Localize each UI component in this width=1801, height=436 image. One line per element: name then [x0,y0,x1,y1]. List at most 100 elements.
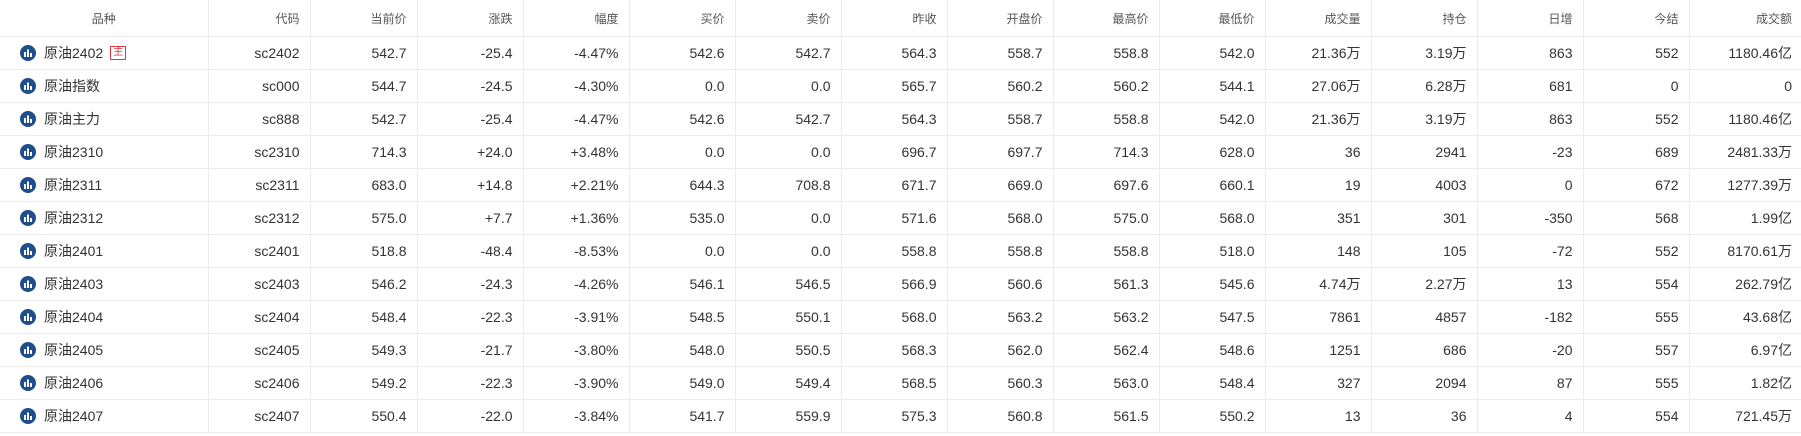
bar-chart-icon[interactable] [20,408,36,424]
cell-open-interest: 3.19万 [1371,36,1478,70]
cell-prev-close: 564.3 [841,36,948,70]
cell-daily-change: -72 [1477,234,1584,268]
bar-chart-icon[interactable] [20,276,36,292]
cell-code: sc000 [208,69,311,103]
header-change[interactable]: 涨跌 [417,0,524,37]
bar-chart-icon[interactable] [20,45,36,61]
cell-name[interactable]: 原油2311 [0,168,209,202]
cell-open: 563.2 [947,300,1054,334]
cell-name[interactable]: 原油2404 [0,300,209,334]
cell-low: 568.0 [1159,201,1266,235]
cell-low: 542.0 [1159,102,1266,136]
cell-low: 544.1 [1159,69,1266,103]
header-ask[interactable]: 卖价 [735,0,842,37]
instrument-name[interactable]: 原油2402 [44,45,104,61]
bar-chart-icon[interactable] [20,243,36,259]
table-row[interactable]: 原油指数 sc000 544.7 -24.5 -4.30% 0.0 0.0 56… [0,69,1801,103]
header-prev-close[interactable]: 昨收 [841,0,948,37]
table-row[interactable]: 原油2407 sc2407 550.4 -22.0 -3.84% 541.7 5… [0,399,1801,433]
bar-chart-icon[interactable] [20,375,36,391]
cell-settle: 0 [1583,69,1690,103]
cell-bid: 549.0 [629,366,736,400]
cell-change: -22.0 [417,399,524,433]
header-low[interactable]: 最低价 [1159,0,1266,37]
instrument-name[interactable]: 原油2406 [44,375,104,391]
table-row[interactable]: 原油2311 sc2311 683.0 +14.8 +2.21% 644.3 7… [0,168,1801,202]
cell-low: 660.1 [1159,168,1266,202]
cell-name[interactable]: 原油指数 [0,69,209,103]
cell-turnover: 1.82亿 [1689,366,1801,400]
header-volume[interactable]: 成交量 [1265,0,1372,37]
cell-settle: 555 [1583,366,1690,400]
instrument-name[interactable]: 原油主力 [44,111,100,127]
table-row[interactable]: 原油2406 sc2406 549.2 -22.3 -3.90% 549.0 5… [0,366,1801,400]
header-open[interactable]: 开盘价 [947,0,1054,37]
header-bid[interactable]: 买价 [629,0,736,37]
header-price[interactable]: 当前价 [310,0,418,37]
instrument-name[interactable]: 原油2310 [44,144,104,160]
cell-pct: -3.84% [523,399,630,433]
table-row[interactable]: 原油2403 sc2403 546.2 -24.3 -4.26% 546.1 5… [0,267,1801,301]
bar-chart-icon[interactable] [20,309,36,325]
bar-chart-icon[interactable] [20,78,36,94]
cell-pct: -3.80% [523,333,630,367]
cell-name[interactable]: 原油2401 [0,234,209,268]
cell-pct: -4.47% [523,36,630,70]
cell-name[interactable]: 原油2310 [0,135,209,169]
header-settle[interactable]: 今结 [1583,0,1690,37]
bar-chart-icon[interactable] [20,111,36,127]
table-row[interactable]: 原油2404 sc2404 548.4 -22.3 -3.91% 548.5 5… [0,300,1801,334]
header-name[interactable]: 品种 [0,0,209,37]
cell-open-interest: 301 [1371,201,1478,235]
header-open-interest[interactable]: 持仓 [1371,0,1478,37]
table-row[interactable]: 原油2312 sc2312 575.0 +7.7 +1.36% 535.0 0.… [0,201,1801,235]
header-high[interactable]: 最高价 [1053,0,1160,37]
cell-open-interest: 36 [1371,399,1478,433]
cell-settle: 672 [1583,168,1690,202]
cell-name[interactable]: 原油2406 [0,366,209,400]
instrument-name[interactable]: 原油2403 [44,276,104,292]
cell-code: sc888 [208,102,311,136]
cell-prev-close: 671.7 [841,168,948,202]
cell-name[interactable]: 原油2405 [0,333,209,367]
cell-open: 560.3 [947,366,1054,400]
header-turnover[interactable]: 成交额 [1689,0,1801,37]
cell-pct: -3.91% [523,300,630,334]
bar-chart-icon[interactable] [20,210,36,226]
table-row[interactable]: 原油主力 sc888 542.7 -25.4 -4.47% 542.6 542.… [0,102,1801,136]
bar-chart-icon[interactable] [20,177,36,193]
cell-name[interactable]: 原油主力 [0,102,209,136]
instrument-name[interactable]: 原油2407 [44,408,104,424]
table-row[interactable]: 原油2310 sc2310 714.3 +24.0 +3.48% 0.0 0.0… [0,135,1801,169]
cell-low: 628.0 [1159,135,1266,169]
cell-name[interactable]: 原油2403 [0,267,209,301]
instrument-name[interactable]: 原油指数 [44,78,100,94]
cell-volume: 13 [1265,399,1372,433]
bar-chart-icon[interactable] [20,144,36,160]
header-daily-change[interactable]: 日增 [1477,0,1584,37]
header-pct[interactable]: 幅度 [523,0,630,37]
table-row[interactable]: 原油2402 主 sc2402 542.7 -25.4 -4.47% 542.6… [0,36,1801,70]
cell-open: 558.7 [947,36,1054,70]
cell-ask: 550.1 [735,300,842,334]
instrument-name[interactable]: 原油2404 [44,309,104,325]
header-code[interactable]: 代码 [208,0,311,37]
bar-chart-icon[interactable] [20,342,36,358]
cell-bid: 0.0 [629,69,736,103]
table-row[interactable]: 原油2405 sc2405 549.3 -21.7 -3.80% 548.0 5… [0,333,1801,367]
cell-open-interest: 4857 [1371,300,1478,334]
cell-name[interactable]: 原油2312 [0,201,209,235]
cell-code: sc2406 [208,366,311,400]
instrument-name[interactable]: 原油2401 [44,243,104,259]
cell-name[interactable]: 原油2402 主 [0,36,209,70]
cell-price: 546.2 [310,267,418,301]
cell-price: 550.4 [310,399,418,433]
table-row[interactable]: 原油2401 sc2401 518.8 -48.4 -8.53% 0.0 0.0… [0,234,1801,268]
instrument-name[interactable]: 原油2311 [44,177,103,193]
cell-name[interactable]: 原油2407 [0,399,209,433]
cell-low: 545.6 [1159,267,1266,301]
cell-code: sc2403 [208,267,311,301]
cell-settle: 568 [1583,201,1690,235]
instrument-name[interactable]: 原油2405 [44,342,104,358]
instrument-name[interactable]: 原油2312 [44,210,104,226]
